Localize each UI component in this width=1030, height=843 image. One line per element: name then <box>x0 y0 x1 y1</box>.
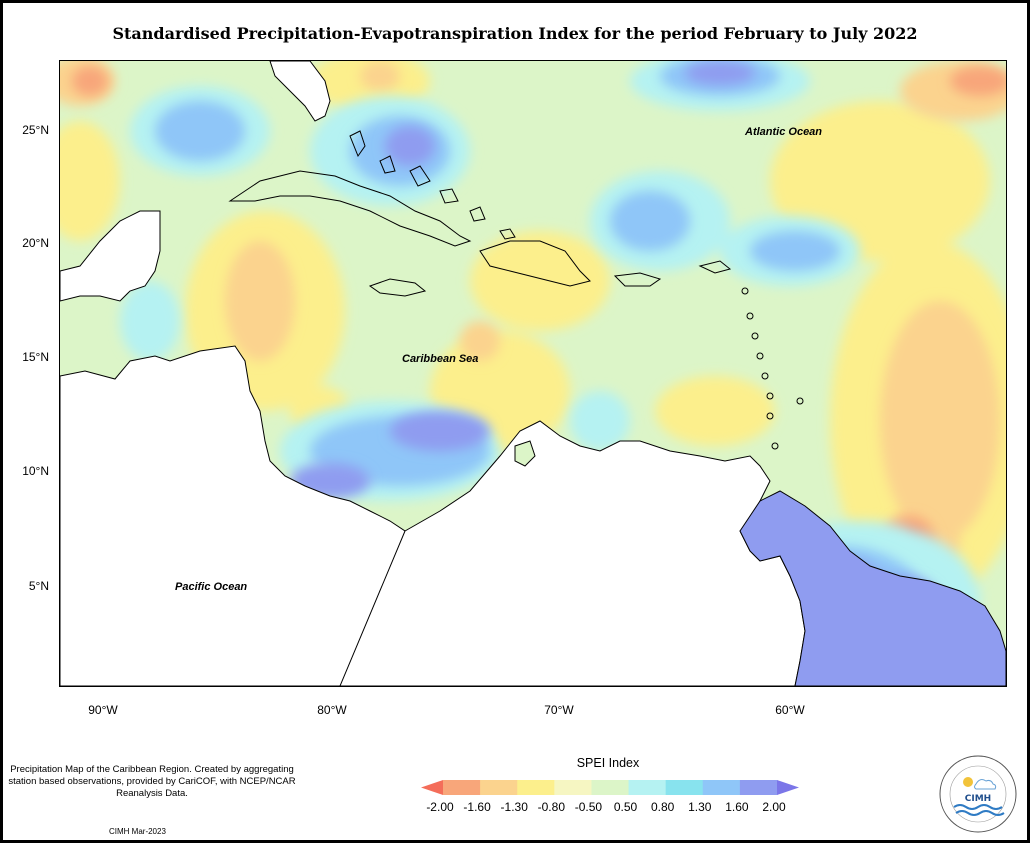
legend-swatch <box>739 780 778 795</box>
legend-swatch <box>480 780 518 795</box>
legend-label: 1.60 <box>725 800 749 814</box>
spei-map <box>60 61 1006 686</box>
sun-icon <box>963 777 973 787</box>
bahamas-islands <box>349 130 516 240</box>
lesser-antilles <box>741 287 804 450</box>
lon-tick-80w: 80°W <box>317 703 347 717</box>
caribbean-sea-label: Caribbean Sea <box>402 353 479 365</box>
legend-label: -0.50 <box>574 800 603 814</box>
legend-swatch <box>517 780 555 795</box>
lat-tick-5n: 5°N <box>28 579 49 593</box>
legend-title: SPEI Index <box>576 756 640 770</box>
trinidad-island <box>514 440 536 467</box>
map-description: Precipitation Map of the Caribbean Regio… <box>8 764 296 799</box>
legend-colorbar <box>421 780 799 795</box>
logo-text: CIMH <box>965 794 991 804</box>
legend-label: -0.80 <box>537 800 565 814</box>
map-frame: Atlantic Ocean Caribbean Sea Pacific Oce… <box>59 60 1007 687</box>
map-title: Standardised Precipitation-Evapotranspir… <box>112 24 918 43</box>
legend-label: -2.00 <box>426 800 454 814</box>
cloud-icon <box>974 779 997 790</box>
legend-label: 0.50 <box>613 800 638 814</box>
credit-text: CIMH Mar-2023 <box>109 827 166 836</box>
lat-tick-10n: 10°N <box>22 464 49 478</box>
legend-swatch <box>628 780 667 795</box>
legend-label: -1.60 <box>463 800 491 814</box>
lat-tick-15n: 15°N <box>22 350 49 364</box>
greater-antilles <box>228 170 732 297</box>
atlantic-ocean-label: Atlantic Ocean <box>745 126 823 138</box>
land-no-data <box>60 61 806 686</box>
legend-label: 2.00 <box>762 800 786 814</box>
legend-swatch <box>702 780 741 795</box>
legend-swatch-high <box>777 780 799 795</box>
legend-label: 1.30 <box>688 800 712 814</box>
legend-label: 0.80 <box>650 800 675 814</box>
pacific-ocean-label: Pacific Ocean <box>175 581 248 593</box>
legend-swatch <box>665 780 704 795</box>
legend-swatch-low <box>421 780 443 795</box>
lat-tick-20n: 20°N <box>22 236 49 250</box>
page: Standardised Precipitation-Evapotranspir… <box>3 3 1027 840</box>
legend-swatch <box>591 780 630 795</box>
legend-label: -1.30 <box>500 800 528 814</box>
lat-tick-25n: 25°N <box>22 123 49 137</box>
legend-swatch <box>554 780 592 795</box>
legend-labels: -2.00 -1.60 -1.30 -0.80 -0.50 0.50 0.80 1.30 1.6… <box>3 800 1030 816</box>
lon-tick-60w: 60°W <box>775 703 805 717</box>
legend-swatch <box>443 780 481 795</box>
guianas-wet-land <box>739 490 1006 686</box>
lon-tick-90w: 90°W <box>88 703 118 717</box>
lon-tick-70w: 70°W <box>544 703 574 717</box>
cimh-logo: CIMH <box>939 755 1017 833</box>
wave-icon <box>953 804 1003 810</box>
